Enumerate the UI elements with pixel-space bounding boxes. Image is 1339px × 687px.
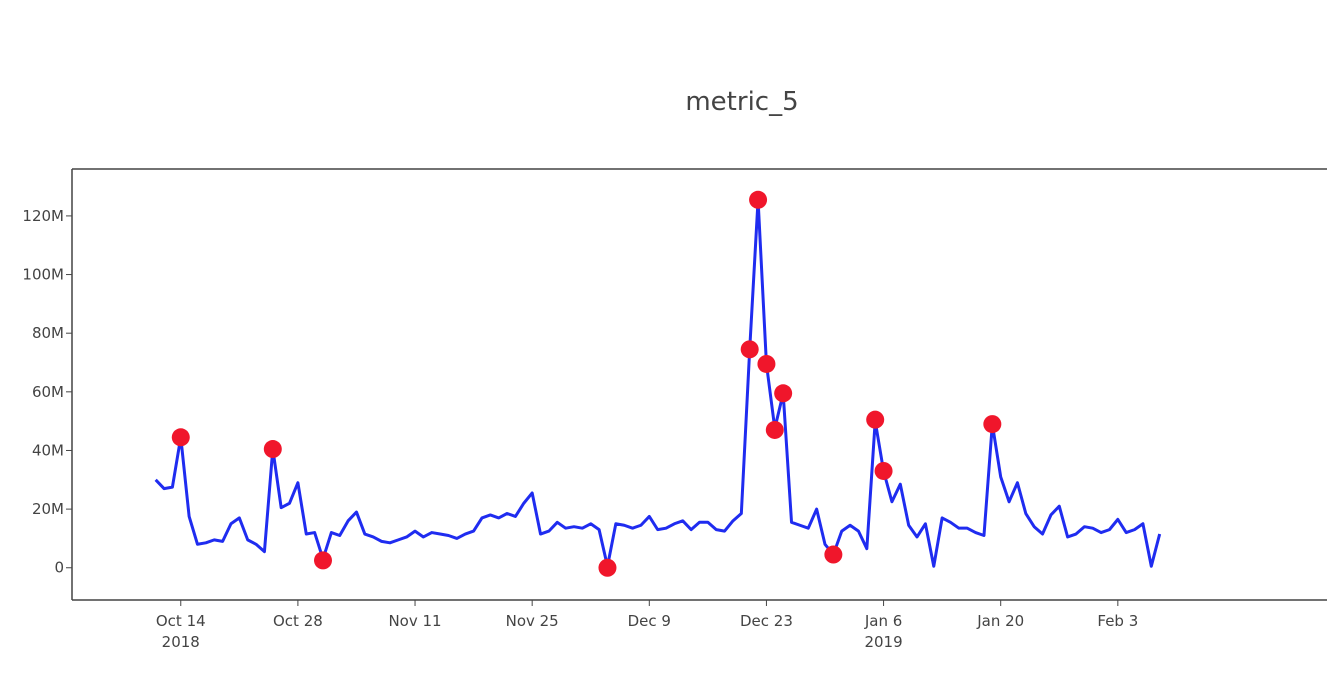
chart-title: metric_5	[685, 87, 798, 117]
anomaly-point[interactable]	[765, 420, 784, 439]
plot-frame	[71, 168, 1327, 601]
series-line	[154, 198, 1162, 568]
x-tick-label: Jan 6	[864, 612, 902, 630]
anomaly-point[interactable]	[866, 410, 885, 429]
anomaly-point[interactable]	[749, 190, 768, 209]
anomaly-point[interactable]	[757, 354, 776, 373]
x-tick-label: Dec 23	[740, 612, 793, 630]
anomaly-point[interactable]	[314, 551, 332, 570]
x-tick-year-label: 2018	[162, 633, 200, 651]
anomaly-point[interactable]	[824, 545, 843, 564]
anomaly-point[interactable]	[598, 558, 617, 577]
anomaly-point[interactable]	[874, 461, 893, 480]
y-tick-label: 40M	[32, 441, 64, 459]
y-tick-label: 100M	[22, 266, 64, 284]
anomaly-point[interactable]	[774, 384, 793, 403]
series-layer	[154, 198, 1162, 568]
x-tick-label: Nov 11	[388, 612, 441, 630]
y-tick-label: 120M	[22, 207, 64, 225]
x-tick-label: Jan 20	[976, 612, 1024, 630]
y-tick-label: 0	[54, 559, 64, 577]
anomaly-layer	[171, 190, 1002, 577]
y-axis: 0 20M 40M 60M 80M 100M 120M	[22, 207, 72, 577]
x-tick-year-label: 2019	[864, 633, 902, 651]
x-axis: Oct 14 2018 Oct 28 Nov 11 Nov 25 Dec 9 Dec 23 J…	[156, 600, 1138, 651]
anomaly-point[interactable]	[171, 428, 190, 447]
x-tick-label: Oct 14	[156, 612, 206, 630]
y-tick-label: 60M	[32, 383, 64, 401]
x-tick-label: Nov 25	[506, 612, 559, 630]
y-tick-label: 80M	[32, 324, 64, 342]
anomaly-point[interactable]	[740, 340, 759, 359]
y-tick-label: 20M	[32, 500, 64, 518]
anomaly-point[interactable]	[983, 415, 1002, 434]
x-tick-label: Feb 3	[1097, 612, 1138, 630]
x-tick-label: Dec 9	[628, 612, 671, 630]
x-tick-label: Oct 28	[273, 612, 323, 630]
anomaly-point[interactable]	[263, 440, 282, 459]
